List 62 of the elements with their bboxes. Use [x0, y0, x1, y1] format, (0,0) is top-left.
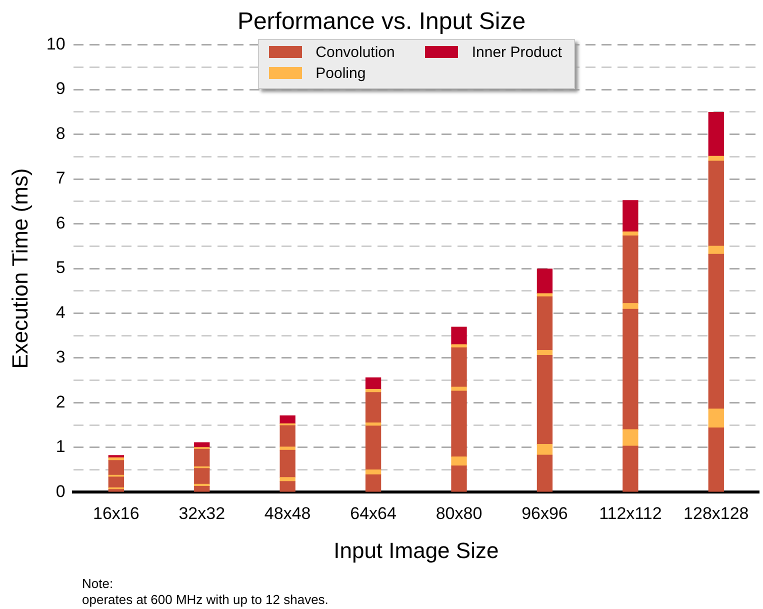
bar	[365, 426, 382, 470]
y-tick-label: 5	[56, 258, 66, 278]
bar	[451, 465, 467, 492]
bar	[280, 481, 296, 492]
bar	[451, 390, 467, 458]
bar	[708, 160, 724, 246]
x-tick-label: 48x48	[264, 504, 311, 524]
bar	[622, 236, 638, 304]
bar	[451, 386, 467, 392]
bar	[622, 429, 638, 446]
text: operates at 600 MHz with up to 12 shaves.	[82, 592, 328, 608]
y-tick-label: 8	[56, 124, 66, 143]
y-tick-label: 9	[56, 79, 66, 98]
bar	[536, 444, 553, 456]
bar	[536, 293, 553, 298]
bar	[451, 344, 467, 348]
x-tick-label: 80x80	[436, 504, 482, 524]
x-tick-label: 112x112	[599, 504, 662, 524]
bar	[194, 486, 210, 492]
x-axis-title: Input Image Size	[334, 538, 499, 563]
x-tick-label: 96x96	[522, 504, 568, 524]
bar	[536, 268, 553, 294]
bar	[536, 354, 553, 445]
bar	[622, 200, 638, 232]
y-tick-label: 3	[56, 348, 66, 367]
legend-label: Convolution	[316, 44, 395, 61]
bar	[622, 308, 638, 430]
y-tick-label: 2	[56, 392, 66, 412]
bar	[536, 454, 553, 492]
y-tick-label: 10	[46, 34, 66, 54]
bar	[708, 408, 724, 428]
y-axis-title: Execution Time (ms)	[7, 168, 32, 369]
bar	[280, 415, 296, 424]
x-tick-label: 128x128	[684, 504, 749, 524]
bar	[365, 392, 382, 424]
chart-title: Performance vs. Input Size	[237, 8, 526, 36]
y-tick-label: 7	[56, 168, 66, 188]
bar	[451, 326, 467, 345]
bar	[622, 446, 638, 492]
y-tick-label: 6	[56, 213, 66, 232]
bar	[365, 474, 382, 492]
y-tick-label: 1	[56, 437, 66, 456]
bar	[451, 456, 467, 466]
bar	[451, 347, 467, 388]
bar	[280, 425, 296, 448]
bar	[280, 446, 296, 450]
text: Note:	[82, 576, 114, 592]
bar	[708, 246, 724, 255]
x-tick-label: 64x64	[350, 504, 396, 524]
legend-label: Pooling	[316, 64, 366, 82]
bar	[622, 303, 638, 310]
x-tick-label: 16x16	[93, 504, 140, 524]
y-tick-label: 0	[56, 482, 66, 501]
bar	[280, 450, 296, 478]
y-tick-label: 4	[56, 302, 66, 322]
legend-label: Inner Product	[472, 44, 562, 61]
x-tick-label: 32x32	[178, 504, 226, 524]
bar	[708, 112, 724, 157]
bar	[365, 377, 382, 390]
bar	[708, 254, 724, 410]
bar	[708, 427, 724, 492]
bar	[536, 296, 553, 351]
